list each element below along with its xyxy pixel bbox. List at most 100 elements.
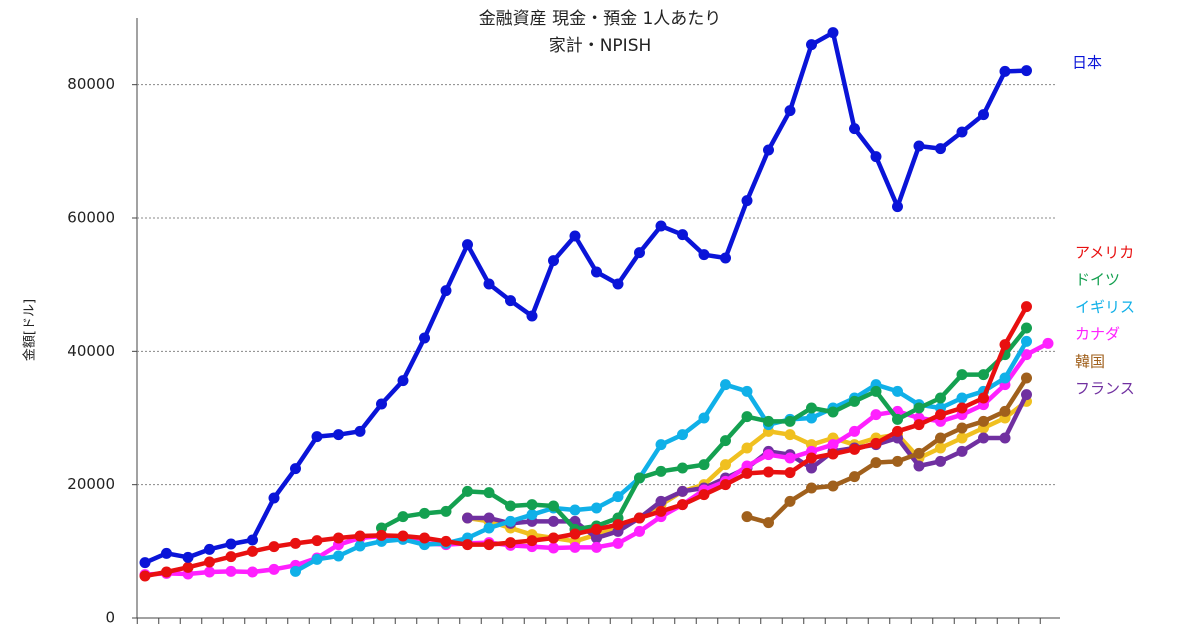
data-point	[569, 528, 581, 540]
data-point	[548, 542, 559, 554]
data-point	[591, 532, 602, 544]
y-tick-label: 20000	[67, 475, 115, 493]
data-point	[827, 27, 839, 39]
data-point	[462, 512, 473, 524]
data-point	[311, 431, 323, 443]
data-point	[999, 432, 1011, 444]
data-point	[784, 467, 796, 479]
data-point	[870, 409, 882, 421]
data-point	[720, 379, 731, 391]
data-point	[376, 529, 387, 541]
data-point	[784, 495, 796, 507]
data-point	[505, 295, 516, 307]
data-point	[462, 239, 473, 251]
data-point	[784, 429, 796, 441]
data-point	[1021, 335, 1032, 347]
data-point	[741, 411, 753, 423]
data-point	[849, 425, 860, 437]
data-point	[483, 539, 495, 551]
data-point	[956, 445, 968, 457]
data-point	[677, 462, 688, 474]
data-point	[956, 369, 968, 381]
data-point	[290, 537, 301, 549]
data-point	[247, 566, 258, 578]
data-point	[892, 385, 903, 397]
data-point	[247, 534, 258, 546]
data-point	[548, 532, 559, 544]
data-point	[913, 140, 925, 152]
data-point	[892, 201, 903, 213]
chart-subtitle: 家計・NPISH	[549, 36, 652, 56]
data-point	[419, 507, 430, 519]
data-point	[591, 266, 602, 278]
data-point	[978, 415, 989, 427]
data-point	[956, 402, 968, 414]
data-point	[440, 505, 452, 517]
data-point	[397, 511, 409, 523]
data-point	[806, 482, 817, 494]
data-point	[397, 530, 409, 542]
data-point	[591, 523, 602, 535]
data-point	[677, 499, 688, 511]
data-point	[569, 504, 581, 516]
data-point	[870, 437, 882, 449]
data-point	[784, 415, 796, 427]
data-point	[849, 123, 860, 135]
data-point	[419, 332, 430, 344]
data-point	[763, 466, 774, 478]
data-point	[763, 415, 774, 427]
data-point	[741, 511, 753, 523]
data-point	[698, 249, 710, 261]
legend-label: フランス	[1075, 380, 1135, 398]
data-point	[1042, 337, 1054, 349]
y-tick-label: 80000	[67, 75, 115, 93]
data-point	[204, 556, 215, 568]
data-point	[849, 443, 860, 455]
y-tick-label: 40000	[67, 342, 115, 360]
data-point	[354, 425, 366, 437]
data-point	[612, 537, 624, 549]
data-point	[763, 517, 774, 529]
data-point	[655, 465, 667, 477]
data-point	[526, 499, 538, 511]
data-point	[204, 543, 215, 555]
data-point	[548, 500, 559, 512]
data-point	[354, 530, 366, 542]
data-point	[806, 452, 817, 464]
data-point	[763, 144, 774, 156]
data-point	[892, 425, 903, 437]
data-point	[419, 532, 430, 544]
data-point	[806, 462, 817, 474]
data-point	[999, 339, 1011, 351]
data-point	[225, 565, 237, 577]
data-point	[913, 419, 925, 431]
data-point	[440, 535, 452, 547]
data-point	[698, 412, 710, 424]
data-point	[591, 541, 602, 553]
data-point	[1021, 301, 1032, 313]
data-point	[247, 545, 258, 557]
data-point	[634, 512, 645, 524]
legend-label: イギリス	[1075, 298, 1135, 316]
data-point	[311, 535, 323, 547]
data-point	[741, 385, 753, 397]
data-point	[806, 402, 817, 414]
data-point	[827, 480, 839, 492]
data-point	[440, 285, 452, 297]
data-point	[1021, 349, 1032, 361]
data-point	[1021, 389, 1032, 401]
data-point	[354, 540, 366, 552]
data-point	[677, 429, 688, 441]
data-point	[655, 495, 667, 507]
data-point	[290, 463, 301, 475]
data-point	[978, 369, 989, 381]
data-point	[526, 535, 538, 547]
data-point	[741, 195, 753, 207]
data-point	[677, 229, 688, 241]
data-point	[526, 509, 538, 521]
data-point	[397, 375, 409, 387]
data-point	[634, 525, 645, 537]
data-point	[139, 557, 151, 569]
data-point	[978, 109, 989, 121]
